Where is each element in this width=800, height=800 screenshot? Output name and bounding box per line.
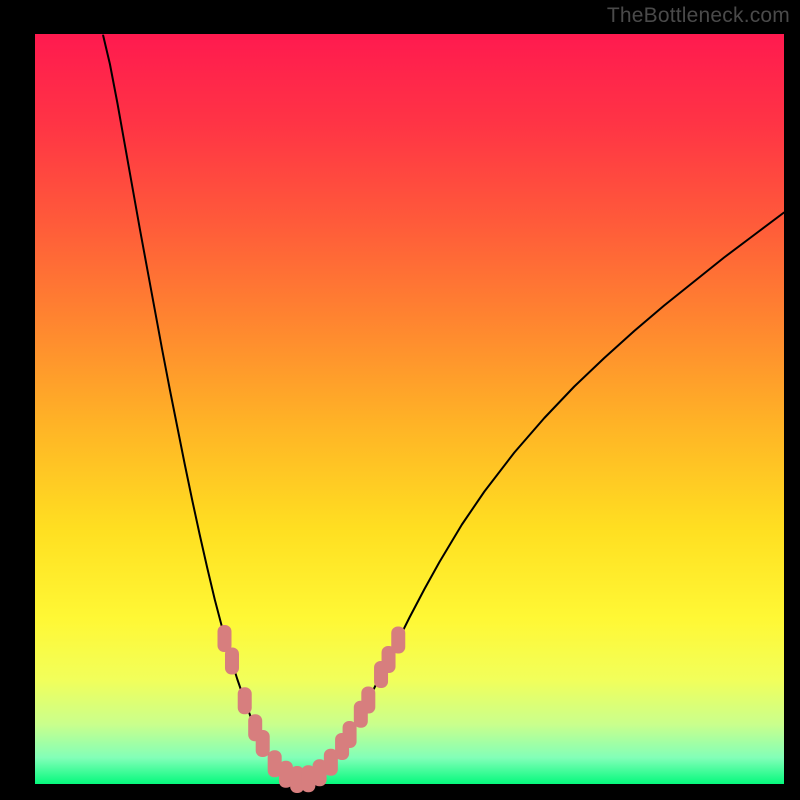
curve-marker — [362, 687, 375, 713]
curve-marker — [238, 688, 251, 714]
curve-marker — [225, 648, 238, 674]
bottleneck-chart — [0, 0, 800, 800]
chart-container: TheBottleneck.com — [0, 0, 800, 800]
plot-background — [35, 34, 784, 784]
curve-marker — [218, 626, 231, 652]
curve-marker — [343, 722, 356, 748]
curve-marker — [392, 627, 405, 653]
curve-marker — [256, 731, 269, 757]
